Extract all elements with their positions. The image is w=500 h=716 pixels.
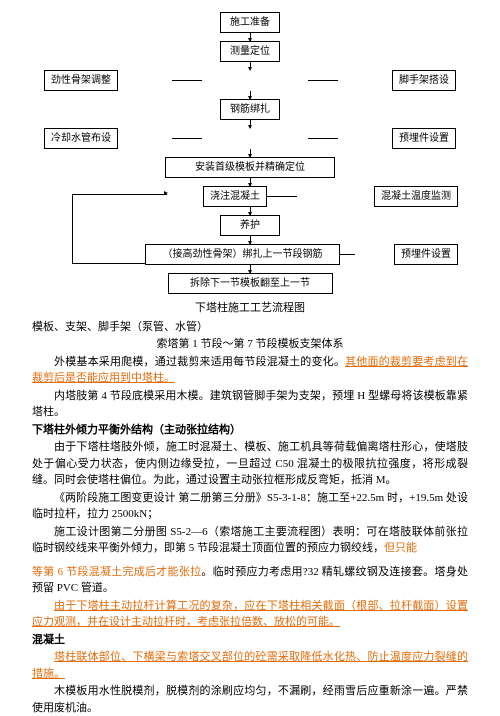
arrow (250, 33, 251, 41)
node-rebar: 钢筋绑扎 (220, 99, 280, 120)
body-text: 模板、支架、脚手架（泵管、水管） 索塔第 1 节段～第 7 节段模板支架体系 外… (32, 319, 468, 716)
p-mold: 模板、支架、脚手架（泵管、水管） (32, 319, 468, 336)
heading-concrete: 混凝土 (32, 632, 468, 649)
p-outer-mold: 外模基本采用爬模，通过裁剪来适用每节段混凝土的变化。其他面的裁剪要考虑到在裁剪后… (32, 354, 468, 387)
flowchart-caption: 下塔柱施工工艺流程图 (32, 300, 468, 317)
p-lean: 由于下塔柱塔肢外倾，施工时混凝土、模板、施工机具等荷载偏离塔柱形心，使塔肢处于偏… (32, 439, 468, 489)
arrow (250, 236, 251, 244)
p-inner-mold: 内塔肢第 4 节段底模采用木模。建筑钢管脚手架为支架，预埋 H 型螺母将该模板靠… (32, 388, 468, 421)
node-next-rebar: （接高劲性骨架）绑扎上一节段钢筋 (145, 244, 340, 265)
node-remove: 拆除下一节模板翻至上一节 (168, 273, 333, 294)
heading-balance: 下塔柱外倾力平衡外结构（主动张拉结构） (32, 422, 468, 439)
node-temp: 混凝土温度监测 (374, 186, 458, 207)
p-title-sec: 索塔第 1 节段～第 7 节段模板支架体系 (32, 336, 468, 353)
node-cooling: 冷却水管布设 (44, 128, 118, 149)
node-frame-adjust: 劲性骨架调整 (44, 70, 118, 91)
p-tension: 等第 6 节段混凝土完成后才能张拉。临时预应力考虑用?32 精轧螺纹钢及连接套。… (32, 564, 468, 597)
node-embed1: 预埋件设置 (392, 128, 456, 149)
node-embed2: 预埋件设置 (394, 244, 458, 265)
arrow (250, 62, 251, 70)
node-pour: 浇注混凝土 (203, 186, 267, 207)
highlight-only: 但只能 (384, 542, 417, 554)
arrow (250, 91, 251, 99)
flowchart: 施工准备 测量定位 劲性骨架调整 脚手架搭设 钢筋绑扎 冷却水管布设 预埋件设置… (32, 12, 468, 294)
p-design: 《两阶段施工图变更设计 第二册第三分册》S5-3-1-8：施工至+22.5m 时… (32, 490, 468, 523)
p-release: 木模板用水性脱模剂，脱模剂的涂刷应均匀，不漏刷，经雨雪后应重新涂一遍。严禁使用废… (32, 683, 468, 716)
p-complex: 由于下塔柱主动拉杆计算工况的复杂，应在下塔柱相关截面（根部、拉杆截面）设置应力观… (32, 598, 468, 631)
arrow (250, 149, 251, 157)
node-formwork: 安装首级模板并精确定位 (165, 157, 335, 178)
arrow (250, 265, 251, 273)
p-joint: 塔柱联体部位、下横梁与索塔交叉部位的砼需采取降低水化热、防止温度应力裂缝的措施。 (32, 649, 468, 682)
arrow (250, 207, 251, 215)
arrow (250, 178, 251, 186)
node-scaffold: 脚手架搭设 (392, 70, 456, 91)
node-cure: 养护 (220, 215, 280, 236)
node-survey: 测量定位 (220, 41, 280, 62)
arrow (250, 120, 251, 128)
p-flow: 施工设计图第二分册图 S5-2—6（索塔施工主要流程图）表明：可在塔肢联体前张拉… (32, 524, 468, 557)
node-prep: 施工准备 (220, 12, 280, 33)
